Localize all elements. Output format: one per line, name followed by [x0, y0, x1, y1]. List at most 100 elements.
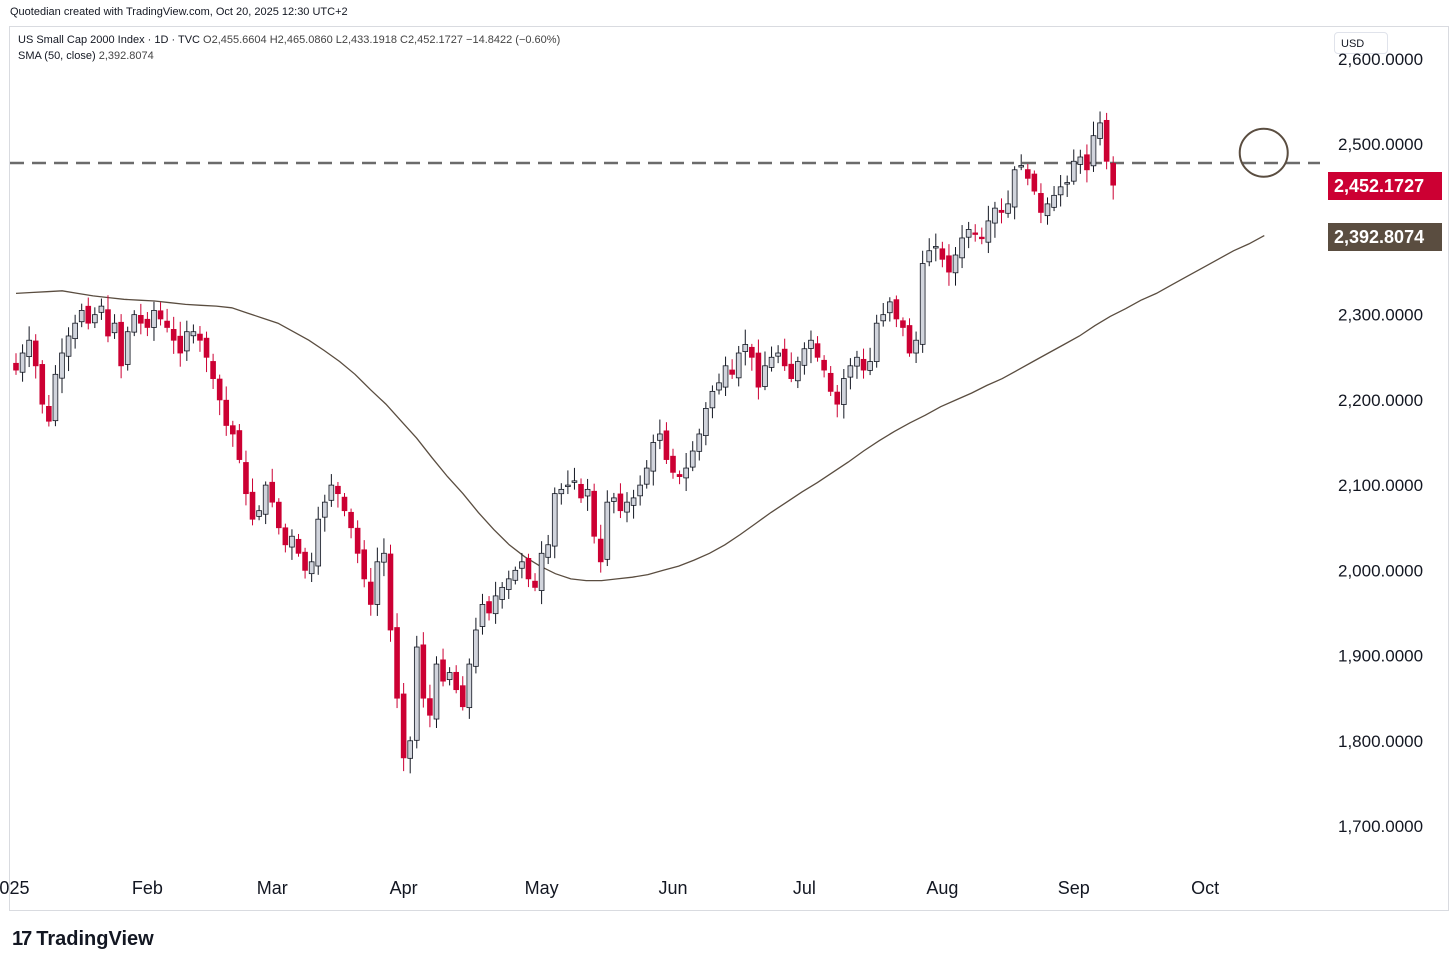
candle-body	[236, 430, 243, 460]
candle-down	[170, 316, 177, 354]
candle-body	[440, 659, 446, 682]
candle-body	[92, 314, 98, 324]
candle-up	[190, 324, 197, 344]
candle-body	[39, 364, 46, 405]
highlight-circle	[1238, 127, 1289, 178]
candle-body	[768, 356, 775, 368]
candle-down	[387, 544, 394, 642]
candle-down	[459, 676, 466, 711]
candle-body	[105, 309, 111, 337]
candle-body	[1064, 182, 1071, 185]
candle-down	[197, 326, 203, 352]
candle-body	[275, 501, 282, 529]
candle-down	[1110, 156, 1116, 200]
candle-body	[492, 595, 499, 615]
candle-body	[72, 322, 78, 340]
candle-down	[354, 520, 361, 564]
candle-body	[118, 321, 124, 367]
candle-up	[466, 658, 473, 719]
candle-body	[873, 322, 880, 362]
candle-down	[394, 613, 400, 709]
candle-body	[46, 406, 52, 422]
candle-up	[1051, 186, 1057, 212]
candle-up	[1018, 154, 1025, 171]
candle-body	[624, 501, 630, 513]
candle-up	[985, 205, 992, 254]
candle-body	[420, 644, 427, 699]
candle-body	[998, 209, 1005, 213]
candle-body	[775, 352, 781, 357]
candle-body	[880, 314, 887, 322]
candle-body	[933, 246, 939, 249]
candle-up	[565, 470, 571, 495]
sma-value: 2,392.8074	[98, 50, 154, 62]
y-tick-label: 2,300.0000	[1338, 306, 1423, 325]
candle-body	[1103, 119, 1110, 162]
tradingview-logo[interactable]: 17 TradingView	[12, 928, 154, 951]
candle-body	[1097, 122, 1103, 139]
candle-up	[913, 331, 919, 364]
candle-up	[1070, 149, 1077, 185]
candle-body	[959, 237, 965, 259]
candle-body	[302, 551, 308, 571]
candle-body	[486, 601, 492, 614]
candle-down	[617, 483, 624, 519]
candle-down	[105, 295, 111, 343]
sma-line	[15, 235, 1265, 582]
candle-body	[184, 331, 190, 352]
candle-body	[703, 408, 709, 437]
x-tick-label: Jun	[658, 878, 687, 898]
candle-down	[978, 227, 985, 245]
candle-up	[742, 329, 749, 366]
candle-down	[243, 450, 249, 506]
currency-button[interactable]: USD	[1334, 32, 1388, 54]
candle-down	[427, 684, 433, 728]
candle-body	[670, 455, 676, 473]
candle-body	[617, 493, 624, 512]
candle-body	[939, 248, 946, 260]
tradingview-logo-icon: 17	[12, 928, 32, 950]
candle-down	[282, 523, 289, 553]
candle-body	[505, 578, 512, 590]
candle-body	[519, 561, 525, 569]
candle-down	[177, 321, 184, 367]
candle-body	[138, 315, 144, 324]
candle-down	[1103, 112, 1110, 170]
candle-up	[446, 667, 453, 686]
candle-body	[473, 629, 479, 667]
candle-up	[321, 494, 328, 532]
candle-body	[170, 329, 177, 341]
sma-label: SMA (50, close)	[18, 50, 96, 62]
candle-up	[611, 492, 617, 514]
candle-body	[26, 339, 32, 358]
candle-body	[1077, 156, 1084, 165]
candle-body	[716, 382, 722, 391]
y-tick-label: 2,100.0000	[1338, 476, 1423, 495]
candle-up	[512, 566, 519, 585]
symbol-legend[interactable]: US Small Cap 2000 Index · 1D · TVC O2,45…	[18, 34, 560, 46]
candle-body	[1070, 160, 1077, 182]
candle-body	[1018, 165, 1025, 168]
candle-body	[604, 501, 611, 560]
candle-body	[335, 485, 341, 495]
candle-down	[532, 573, 538, 592]
candle-up	[59, 338, 65, 394]
candle-body	[591, 490, 597, 537]
candle-up	[72, 314, 78, 349]
candle-body	[479, 604, 486, 627]
candle-down	[486, 596, 492, 621]
candle-up	[1011, 166, 1018, 220]
indicator-legend[interactable]: SMA (50, close) 2,392.8074	[18, 50, 154, 62]
x-tick-label: Sep	[1058, 878, 1090, 898]
x-tick-label: Apr	[390, 878, 418, 898]
candle-up	[965, 221, 972, 249]
candle-body	[210, 361, 216, 379]
candle-body	[1090, 135, 1097, 167]
candle-down	[236, 424, 243, 464]
candle-body	[453, 671, 459, 691]
candle-down	[348, 508, 354, 539]
candle-body	[400, 693, 407, 759]
x-tick-label: Mar	[257, 878, 288, 898]
candle-body	[978, 236, 985, 240]
